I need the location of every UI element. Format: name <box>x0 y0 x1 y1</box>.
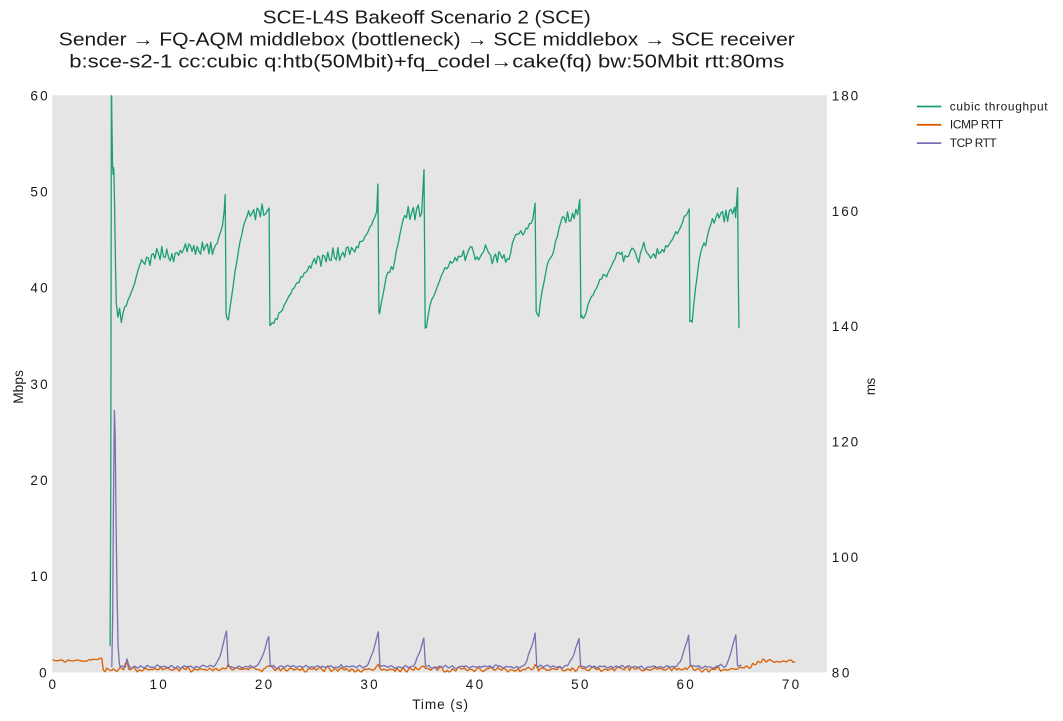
svg-text:0: 0 <box>39 665 47 680</box>
svg-text:80: 80 <box>832 665 850 680</box>
svg-text:60: 60 <box>30 88 47 103</box>
svg-text:Sender → FQ-AQM middlebox (bot: Sender → FQ-AQM middlebox (bottleneck) →… <box>59 29 795 50</box>
svg-text:20: 20 <box>255 677 272 692</box>
svg-text:b:sce-s2-1 cc:cubic q:htb(50Mb: b:sce-s2-1 cc:cubic q:htb(50Mbit)+fq_cod… <box>69 51 784 73</box>
svg-text:50: 50 <box>30 185 47 200</box>
svg-text:Time (s): Time (s) <box>412 697 468 712</box>
svg-text:160: 160 <box>832 204 858 219</box>
svg-text:120: 120 <box>832 435 858 450</box>
svg-text:30: 30 <box>30 377 47 392</box>
svg-text:SCE-L4S Bakeoff Scenario 2 (SC: SCE-L4S Bakeoff Scenario 2 (SCE) <box>263 7 591 28</box>
svg-text:Mbps: Mbps <box>11 370 26 404</box>
svg-text:cubic throughput: cubic throughput <box>950 99 1048 113</box>
svg-text:0: 0 <box>49 677 57 692</box>
svg-text:60: 60 <box>677 677 694 692</box>
svg-text:70: 70 <box>782 677 799 692</box>
svg-text:40: 40 <box>466 677 483 692</box>
svg-text:30: 30 <box>360 677 377 692</box>
svg-text:10: 10 <box>150 677 167 692</box>
svg-text:TCP RTT: TCP RTT <box>950 136 997 150</box>
svg-text:100: 100 <box>832 550 858 565</box>
svg-text:40: 40 <box>30 281 47 296</box>
svg-text:20: 20 <box>30 473 47 488</box>
svg-text:140: 140 <box>832 319 858 334</box>
svg-text:ms: ms <box>863 377 878 395</box>
svg-text:180: 180 <box>832 88 858 103</box>
svg-text:ICMP RTT: ICMP RTT <box>950 118 1003 132</box>
svg-text:50: 50 <box>571 677 588 692</box>
svg-text:10: 10 <box>30 569 47 584</box>
